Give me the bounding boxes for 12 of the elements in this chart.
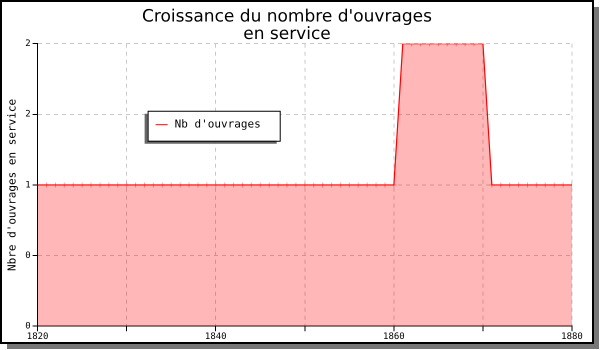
x-tick-label: 1880	[561, 332, 583, 342]
x-tick-label: 1820	[26, 332, 48, 342]
legend-label: Nb d'ouvrages	[174, 118, 261, 131]
y-tick-label: 2	[25, 39, 31, 50]
chart-title: Croissance du nombre d'ouvrages en service	[142, 6, 432, 44]
y-tick-label: 0	[25, 250, 31, 261]
y-tick-label: 0	[25, 322, 31, 332]
x-tick-label: 1840	[204, 332, 227, 342]
y-tick-label: 1	[25, 180, 31, 190]
y-axis-title: Nbre d'ouvrages en service	[5, 98, 18, 272]
x-tick-label: 1860	[383, 332, 405, 342]
y-tick-label: 2	[25, 110, 31, 120]
